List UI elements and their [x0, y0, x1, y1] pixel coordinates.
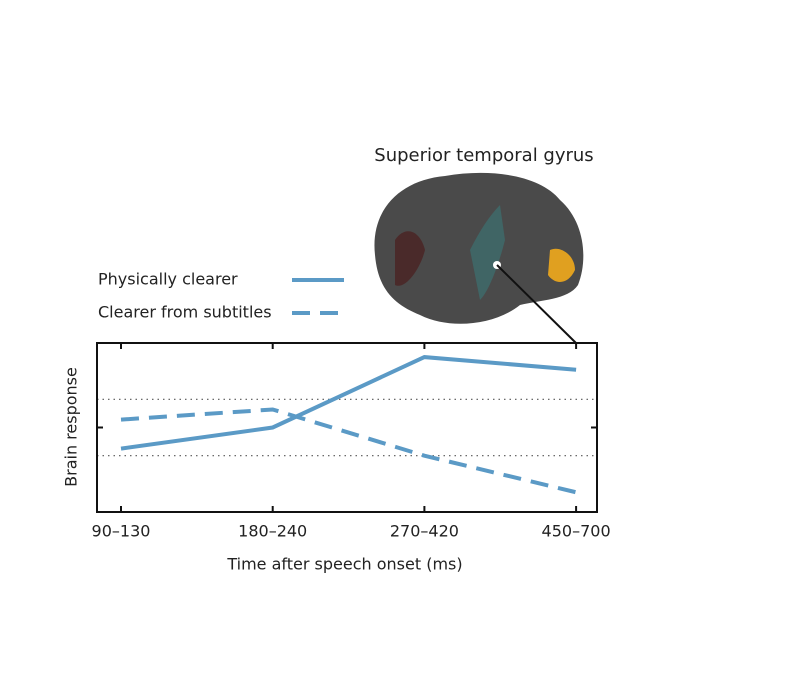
legend-label: Physically clearer — [98, 270, 238, 289]
data-line — [120, 407, 577, 495]
y-axis-label: Brain response — [62, 367, 81, 487]
x-tick-label: 270–420 — [390, 522, 459, 541]
x-tick-label: 90–130 — [92, 522, 151, 541]
legend-label: Clearer from subtitles — [98, 303, 272, 322]
brain-image — [374, 172, 584, 344]
brain-region — [395, 231, 425, 286]
x-tick-label: 180–240 — [238, 522, 307, 541]
brain-region — [548, 248, 575, 282]
brain-region — [470, 205, 505, 300]
plot-frame — [96, 342, 598, 513]
x-tick-label: 450–700 — [542, 522, 611, 541]
chart-title: Superior temporal gyrus — [374, 145, 593, 166]
pointer-line — [496, 264, 577, 344]
data-line — [120, 355, 577, 451]
x-axis-label: Time after speech onset (ms) — [226, 555, 462, 574]
